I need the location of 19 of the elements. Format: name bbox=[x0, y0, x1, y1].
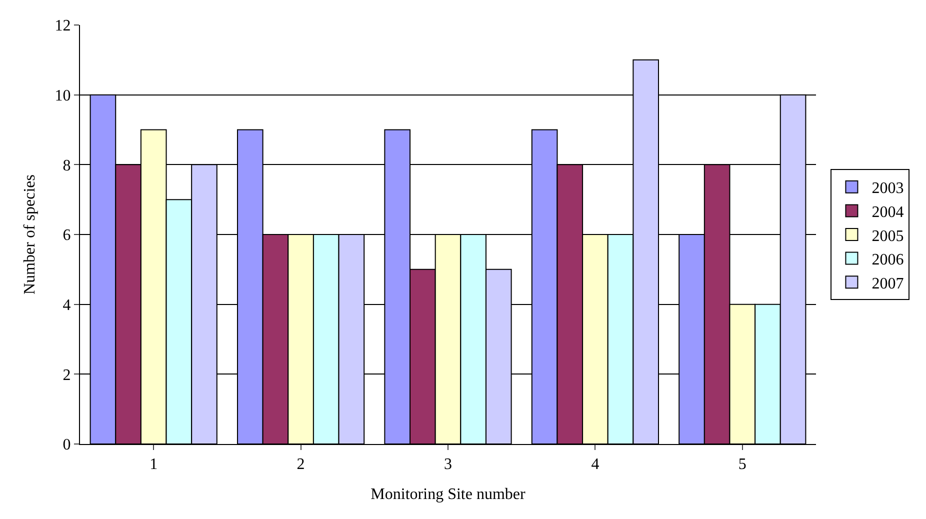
x-tick-label: 4 bbox=[591, 456, 600, 474]
x-tick-label: 3 bbox=[444, 456, 452, 474]
y-tick-label: 6 bbox=[62, 227, 71, 244]
x-tick-label: 5 bbox=[738, 456, 746, 474]
legend-label: 2006 bbox=[872, 252, 904, 269]
y-tick-label: 0 bbox=[62, 436, 71, 454]
y-tick-label: 10 bbox=[54, 87, 71, 104]
y-tick-label: 4 bbox=[62, 296, 71, 314]
x-tick-label: 1 bbox=[150, 456, 158, 474]
y-axis-title: Number of species bbox=[22, 174, 39, 294]
legend-label: 2007 bbox=[872, 275, 904, 292]
y-tick-label: 2 bbox=[62, 366, 71, 384]
legend-label: 2003 bbox=[872, 180, 904, 198]
y-tick-label: 8 bbox=[62, 157, 71, 174]
legend-label: 2005 bbox=[872, 228, 904, 245]
x-tick-label: 2 bbox=[296, 456, 305, 474]
x-axis-title: Monitoring Site number bbox=[370, 486, 526, 503]
y-tick-label: 12 bbox=[54, 18, 71, 35]
legend-label: 2004 bbox=[872, 204, 904, 221]
